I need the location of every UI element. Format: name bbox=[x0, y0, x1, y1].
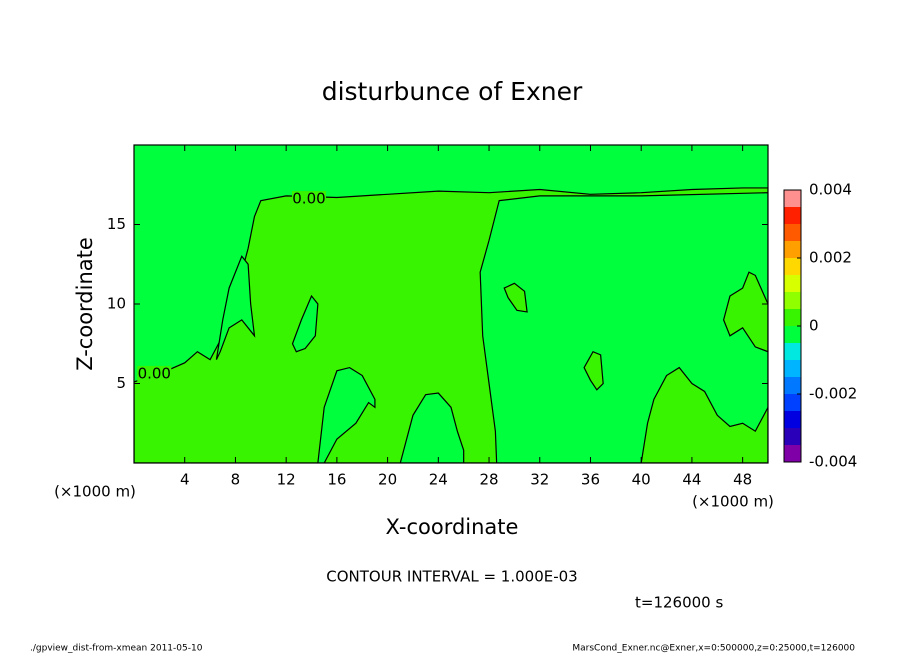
contour-region bbox=[317, 366, 376, 463]
colorbar-band bbox=[784, 241, 801, 258]
colorbar-tick-label: 0.002 bbox=[809, 249, 852, 267]
colorbar-band bbox=[784, 190, 801, 207]
x-tick-label: 32 bbox=[530, 471, 549, 489]
contour-region bbox=[291, 294, 319, 353]
colorbar-band bbox=[784, 224, 801, 241]
x-tick-label: 40 bbox=[632, 471, 651, 489]
y-axis-label: Z-coordinate bbox=[73, 237, 97, 371]
colorbar-band bbox=[784, 292, 801, 309]
colorbar-band bbox=[784, 309, 801, 326]
footer-left: ./gpview_dist-from-xmean 2011-05-10 bbox=[30, 644, 203, 654]
colorbar-tick-label: 0 bbox=[809, 317, 819, 335]
colorbar-band bbox=[784, 343, 801, 360]
contour-label: 0.00 bbox=[292, 190, 325, 208]
colorbar-band bbox=[784, 445, 801, 462]
x-axis-label: X-coordinate bbox=[386, 515, 519, 539]
colorbar-band bbox=[784, 275, 801, 292]
x-tick-label: 48 bbox=[733, 471, 752, 489]
colorbar-band bbox=[784, 411, 801, 428]
contour-region bbox=[503, 282, 528, 313]
colorbar-tick-label: -0.004 bbox=[809, 453, 857, 471]
x-tick-label: 24 bbox=[429, 471, 448, 489]
colorbar-band bbox=[784, 360, 801, 377]
y-tick-label: 5 bbox=[116, 374, 126, 392]
colorbar-band bbox=[784, 394, 801, 411]
footer-right: MarsCond_Exner.nc@Exner,x=0:500000,z=0:2… bbox=[572, 644, 855, 654]
contour-label: 0.00 bbox=[138, 364, 171, 382]
chart-title: disturbunce of Exner bbox=[322, 77, 583, 106]
contour-region bbox=[583, 350, 604, 391]
contour-label-bg bbox=[137, 365, 172, 382]
y-tick-label: 15 bbox=[107, 215, 126, 233]
colorbar-tick-label: -0.002 bbox=[809, 385, 857, 403]
colorbar-band bbox=[784, 207, 801, 224]
x-unit: (×1000 m) bbox=[692, 493, 774, 511]
contour-region bbox=[722, 271, 768, 353]
contour-region bbox=[215, 255, 256, 360]
x-tick-label: 12 bbox=[277, 471, 296, 489]
x-tick-label: 16 bbox=[327, 471, 346, 489]
colorbar-band bbox=[784, 258, 801, 275]
x-tick-label: 36 bbox=[581, 471, 600, 489]
x-tick-label: 28 bbox=[479, 471, 498, 489]
x-tick-label: 8 bbox=[231, 471, 241, 489]
time-label: t=126000 s bbox=[635, 594, 723, 612]
contour-region bbox=[640, 366, 768, 463]
x-tick-label: 44 bbox=[682, 471, 701, 489]
colorbar-tick-label: 0.004 bbox=[809, 181, 852, 199]
y-tick-label: 10 bbox=[107, 295, 126, 313]
contour-label-bg bbox=[291, 191, 326, 208]
x-tick-label: 4 bbox=[180, 471, 190, 489]
x-unit: (×1000 m) bbox=[54, 483, 136, 501]
colorbar-band bbox=[784, 377, 801, 394]
contour-region bbox=[399, 392, 465, 463]
x-tick-label: 20 bbox=[378, 471, 397, 489]
colorbar-band bbox=[784, 428, 801, 445]
contour-interval: CONTOUR INTERVAL = 1.000E-03 bbox=[326, 568, 577, 586]
colorbar-band bbox=[784, 326, 801, 343]
